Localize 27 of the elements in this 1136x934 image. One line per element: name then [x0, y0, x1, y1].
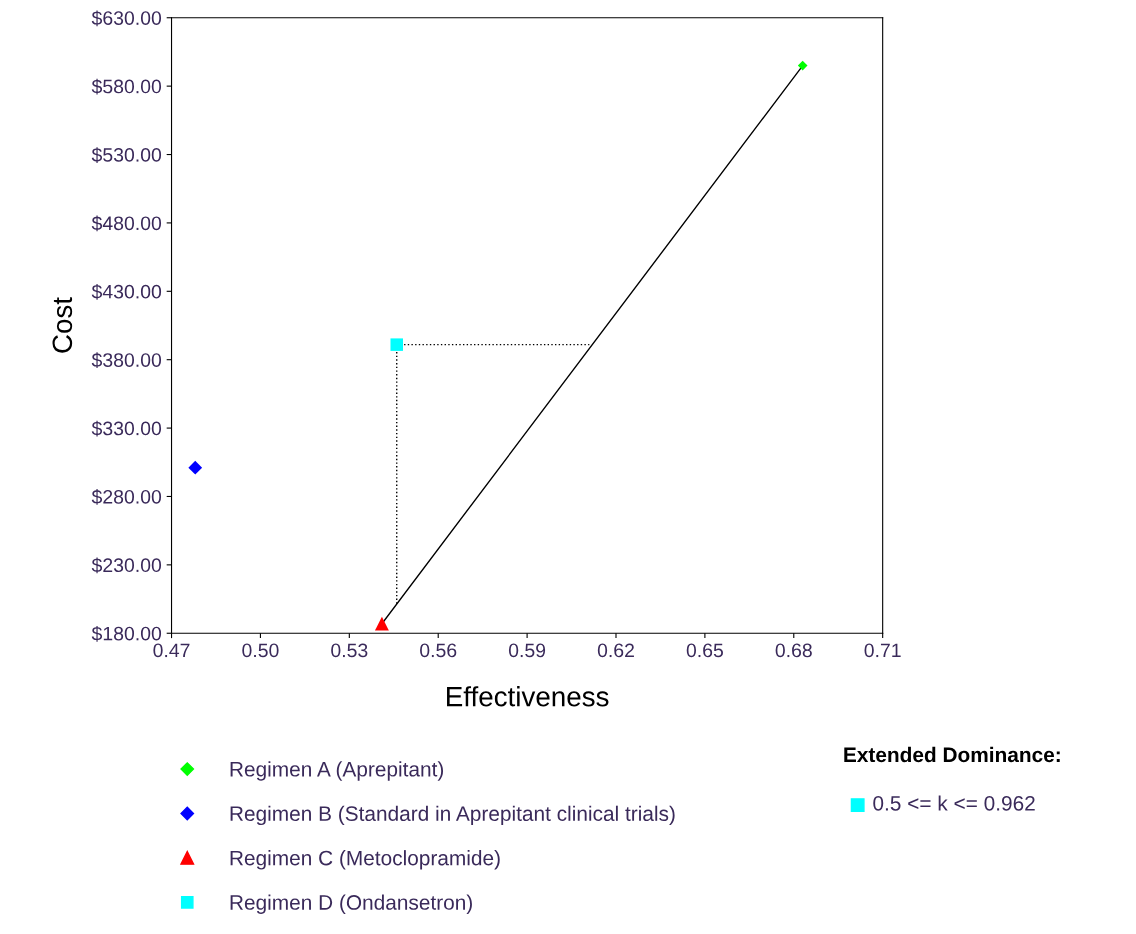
- y-tick-label: $230.00: [91, 557, 162, 574]
- x-tick-label: 0.65: [686, 643, 723, 658]
- x-tick-label: 0.59: [508, 643, 546, 658]
- x-tick-label: 0.47: [153, 643, 190, 658]
- legend-label: Regimen C (Metoclopramide): [230, 850, 500, 870]
- x-tick-label: 0.68: [775, 643, 812, 658]
- legend-label: Regimen A (Aprepitant): [230, 761, 444, 781]
- y-axis-title: Cost: [52, 297, 73, 353]
- y-tick-label: $630.00: [91, 10, 162, 27]
- legend-label: Regimen D (Ondansetron): [230, 894, 472, 914]
- y-tick-label: $430.00: [91, 283, 162, 300]
- y-tick-label: $530.00: [91, 147, 162, 163]
- text: Extended Dominance:: [844, 746, 1060, 763]
- y-tick-label: $330.00: [91, 420, 162, 437]
- x-tick-label: 0.71: [864, 643, 901, 658]
- x-axis-title: Effectiveness: [447, 686, 609, 707]
- x-tick-label: 0.62: [597, 643, 634, 658]
- x-tick-label: 0.56: [420, 643, 457, 658]
- y-tick-label: $280.00: [91, 489, 162, 505]
- y-tick-label: $180.00: [91, 625, 162, 642]
- y-tick-label: $580.00: [91, 78, 162, 95]
- x-tick-label: 0.53: [331, 643, 368, 658]
- text: 0.5 <= k <= 0.962: [873, 795, 1035, 811]
- legend-label: Regimen B (Standard in Aprepitant clinical trials): [230, 805, 675, 826]
- y-tick-label: $380.00: [91, 352, 162, 369]
- x-tick-label: 0.50: [242, 643, 279, 658]
- y-tick-label: $480.00: [91, 215, 162, 232]
